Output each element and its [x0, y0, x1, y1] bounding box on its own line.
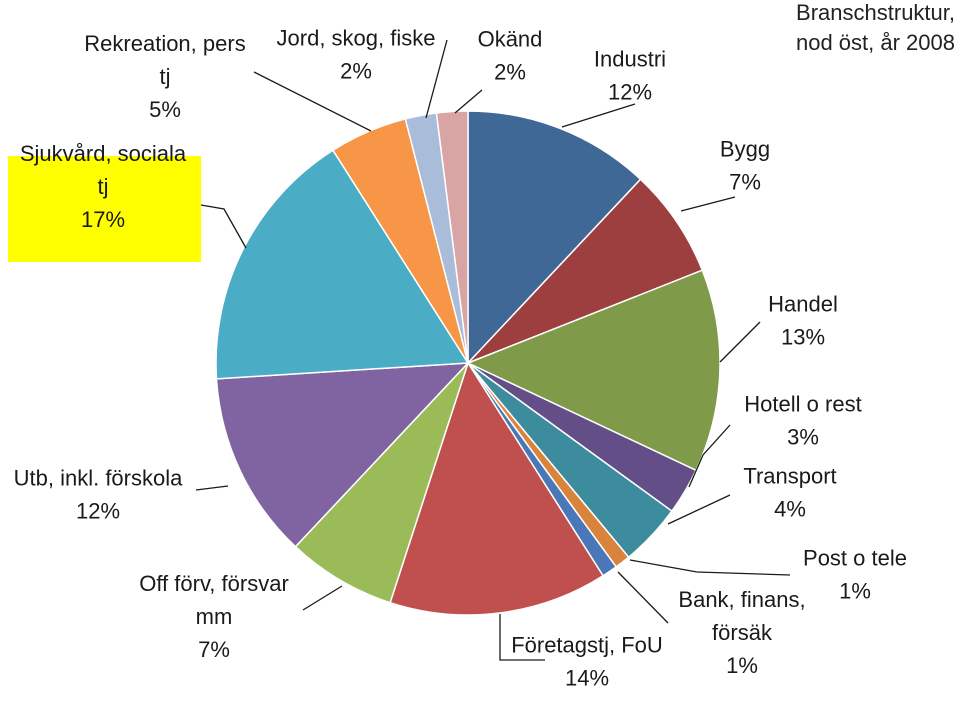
- slice-name: tj: [98, 174, 109, 199]
- slice-label: Handel 13%: [768, 292, 838, 350]
- chart-title-line: Branschstruktur,: [796, 0, 955, 25]
- slice-name: Transport: [743, 464, 836, 489]
- slice-label: Industri 12%: [594, 47, 666, 105]
- slice-label: Företagstj, FoU 14%: [511, 633, 663, 691]
- slice-label: Post o tele 1%: [803, 546, 907, 604]
- slice-percent: 5%: [149, 97, 181, 122]
- chart-title: Branschstruktur, nod öst, år 2008: [796, 0, 955, 55]
- pie-slice: [294, 362, 469, 604]
- slice-name: Off förv, försvar: [139, 571, 289, 596]
- slice-label: Jord, skog, fiske 2%: [277, 26, 436, 84]
- slice-percent: 12%: [608, 80, 652, 105]
- slice-labels: Industri 12% Bygg 7% Handel 13% Hotell o rest 3…: [8, 26, 907, 691]
- leader-line: [680, 196, 736, 212]
- slice-label: Bygg 7%: [720, 137, 770, 195]
- slice-label: Hotell o rest 3%: [744, 392, 861, 450]
- slice-name: Utb, inkl. förskola: [14, 466, 183, 491]
- leader-line: [302, 585, 343, 611]
- slice-name: mm: [196, 604, 233, 629]
- slice-label: Okänd 2%: [478, 27, 543, 85]
- leader-lines: [195, 39, 791, 661]
- slice-name: Rekreation, pers: [84, 31, 245, 56]
- slice-percent: 1%: [726, 653, 758, 678]
- leader-line: [617, 571, 669, 624]
- slice-name: försäk: [712, 620, 773, 645]
- slice-name: Hotell o rest: [744, 392, 861, 417]
- slice-label: Bank, finans, försäk 1%: [678, 587, 805, 678]
- slice-percent: 13%: [781, 325, 825, 350]
- slice-label: Transport 4%: [743, 464, 836, 522]
- pie-slice: [215, 362, 470, 548]
- slice-name: tj: [160, 64, 171, 89]
- leader-line: [200, 204, 247, 249]
- pie-slice: [467, 110, 642, 365]
- pie-slice: [467, 178, 704, 364]
- slice-name: Jord, skog, fiske: [277, 26, 436, 51]
- slice-percent: 14%: [565, 666, 609, 691]
- slice-name: Okänd: [478, 27, 543, 52]
- leader-line: [425, 39, 448, 119]
- slice-name: Företagstj, FoU: [511, 633, 663, 658]
- pie-slice: [389, 361, 605, 616]
- slice-name: Sjukvård, sociala: [20, 141, 187, 166]
- slice-label: Off förv, försvar mm 7%: [139, 571, 289, 662]
- leader-line: [499, 614, 545, 661]
- leader-line: [688, 424, 731, 488]
- slice-percent: 1%: [839, 579, 871, 604]
- slice-percent: 12%: [76, 499, 120, 524]
- slice-name: Bank, finans,: [678, 587, 805, 612]
- slice-percent: 3%: [787, 425, 819, 450]
- slice-percent: 7%: [729, 170, 761, 195]
- slice-label: Sjukvård, sociala tj 17%: [20, 141, 187, 232]
- label-highlight-box: [8, 156, 201, 262]
- slice-name: Bygg: [720, 137, 770, 162]
- pie-slice: [435, 110, 469, 364]
- leader-line: [667, 494, 731, 525]
- leader-line: [253, 71, 372, 132]
- slice-label: Utb, inkl. förskola 12%: [14, 466, 183, 524]
- pie-slice: [215, 149, 470, 380]
- slice-percent: 7%: [198, 637, 230, 662]
- leader-line: [719, 321, 761, 363]
- slice-percent: 2%: [494, 60, 526, 85]
- slice-percent: 2%: [340, 59, 372, 84]
- slice-name: Industri: [594, 47, 666, 72]
- slice-name: Post o tele: [803, 546, 907, 571]
- leader-line: [454, 89, 483, 114]
- chart-title-line: nod öst, år 2008: [796, 30, 955, 55]
- slice-percent: 17%: [81, 207, 125, 232]
- leader-line: [629, 559, 791, 576]
- leader-line: [195, 485, 229, 491]
- pie-slices: [215, 110, 721, 616]
- leader-line: [561, 103, 636, 128]
- slice-label: Rekreation, pers tj 5%: [84, 31, 245, 122]
- slice-name: Handel: [768, 292, 838, 317]
- slice-percent: 4%: [774, 497, 806, 522]
